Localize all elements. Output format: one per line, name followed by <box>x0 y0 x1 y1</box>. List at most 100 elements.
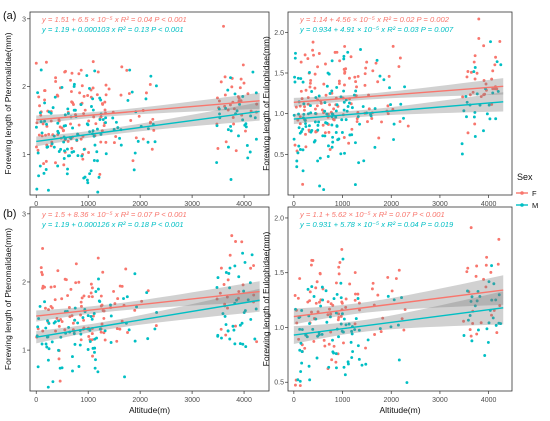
point-m <box>369 113 373 117</box>
point-m <box>59 147 63 151</box>
point-m <box>400 296 403 300</box>
point-m <box>56 164 60 168</box>
point-m <box>304 125 308 129</box>
point-f <box>298 384 302 388</box>
point-f <box>473 77 477 81</box>
point-f <box>498 40 502 43</box>
point-m <box>65 147 69 151</box>
point-m <box>339 296 343 300</box>
plot-area <box>293 226 504 388</box>
point-f <box>314 286 318 290</box>
point-m <box>342 89 346 93</box>
legend-title: Sex <box>517 172 533 182</box>
point-m <box>302 112 306 116</box>
x-tick-label: 0 <box>34 397 38 404</box>
point-f <box>127 92 131 95</box>
point-m <box>43 119 47 123</box>
point-f <box>40 270 44 274</box>
point-f <box>334 360 338 364</box>
point-m <box>46 188 50 192</box>
point-f <box>87 295 91 298</box>
point-m <box>306 112 310 116</box>
point-f <box>343 44 347 48</box>
point-f <box>217 99 221 103</box>
point-m <box>37 317 41 320</box>
point-m <box>335 85 339 89</box>
point-f <box>58 379 62 383</box>
point-m <box>133 339 137 343</box>
point-f <box>80 296 84 300</box>
y-axis-title: Forewing length of Eulophidae(mm) <box>261 36 271 171</box>
point-m <box>311 327 315 331</box>
point-f <box>299 60 303 64</box>
point-m <box>244 125 248 129</box>
y-tick-label: 3 <box>22 16 26 23</box>
point-f <box>324 62 327 66</box>
point-m <box>232 328 236 332</box>
point-f <box>332 344 336 348</box>
panel-border <box>29 11 270 196</box>
point-m <box>306 287 310 291</box>
point-f <box>141 137 145 141</box>
point-m <box>466 318 470 322</box>
point-f <box>367 93 370 97</box>
point-f <box>144 91 148 95</box>
point-f <box>484 263 488 267</box>
point-m <box>346 104 350 108</box>
regression-line-m <box>293 101 504 120</box>
point-m <box>358 122 362 126</box>
point-m <box>361 105 365 108</box>
point-m <box>116 126 120 130</box>
point-m <box>70 150 74 154</box>
point-f <box>91 86 95 90</box>
point-f <box>96 70 100 74</box>
point-m <box>111 116 115 120</box>
point-m <box>93 350 96 354</box>
point-m <box>472 70 476 74</box>
point-m <box>40 342 44 346</box>
point-f <box>226 278 230 282</box>
point-f <box>330 358 334 362</box>
regression-line-m <box>293 307 504 336</box>
x-tick-label: 4000 <box>481 397 497 404</box>
point-f <box>391 107 395 111</box>
point-f <box>35 121 39 125</box>
point-m <box>95 127 99 131</box>
point-m <box>114 120 118 124</box>
point-m <box>96 370 100 374</box>
point-f <box>482 44 486 48</box>
point-m <box>52 321 56 325</box>
point-m <box>47 110 51 114</box>
point-m <box>237 275 241 279</box>
regression-stats-f: y = 1.51 + 6.5 × 10⁻⁵ x R² = 0.04 P < 0.… <box>41 15 187 24</box>
legend-label-m: M <box>532 201 538 210</box>
point-m <box>495 60 499 64</box>
point-m <box>241 94 245 98</box>
point-m <box>50 142 54 146</box>
point-m <box>485 112 489 116</box>
legend-key-m-dot <box>520 203 524 207</box>
point-f <box>484 82 488 86</box>
point-m <box>301 148 305 152</box>
point-m <box>241 342 245 346</box>
point-m <box>328 315 332 319</box>
point-m <box>132 168 136 172</box>
point-m <box>51 106 55 110</box>
regression-line-f <box>36 100 260 121</box>
point-f <box>309 79 313 82</box>
point-m <box>350 329 354 333</box>
point-m <box>243 260 247 264</box>
point-f <box>224 333 228 337</box>
point-f <box>314 130 318 134</box>
point-f <box>306 57 310 61</box>
point-f <box>234 240 237 243</box>
point-m <box>99 98 103 102</box>
point-m <box>249 114 253 118</box>
point-f <box>296 296 300 300</box>
y-tick-label: 1.0 <box>274 111 284 118</box>
y-axis-title: Forewing length of Eulophidae(mm) <box>261 232 271 367</box>
point-f <box>129 119 133 122</box>
point-m <box>310 90 314 93</box>
point-m <box>337 335 340 339</box>
